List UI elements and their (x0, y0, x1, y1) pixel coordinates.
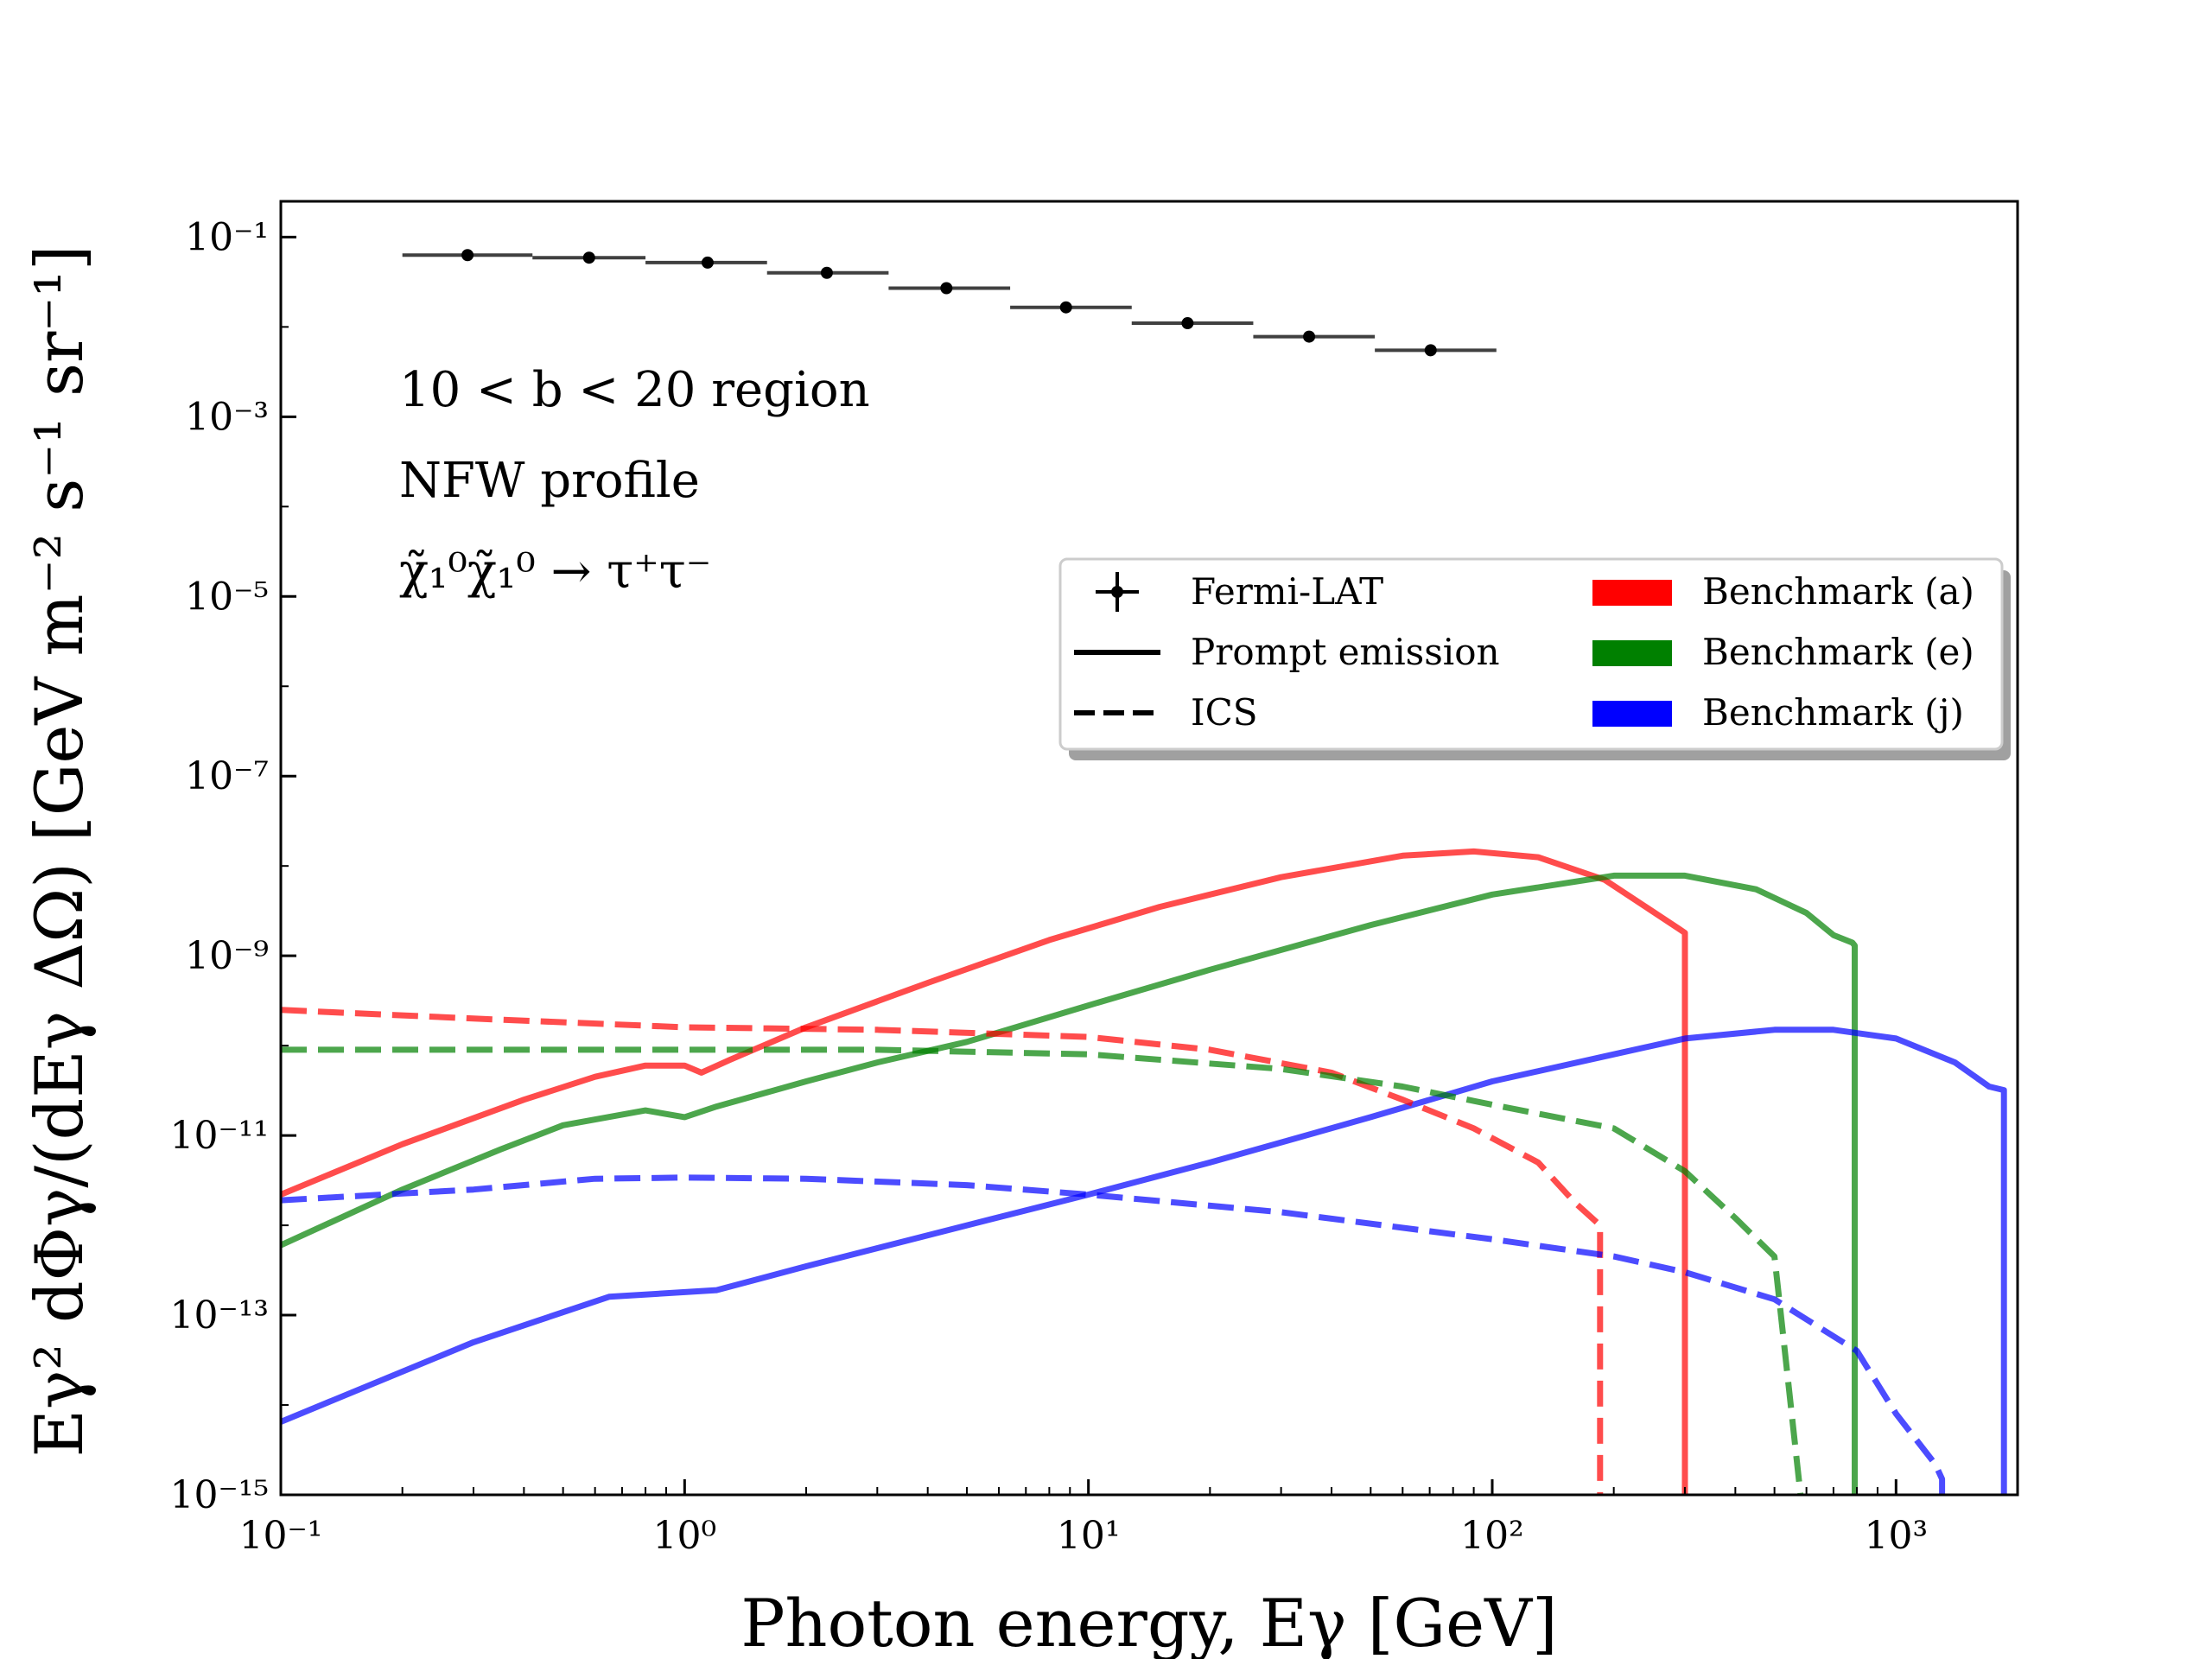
series-benchmark-a-ics (281, 1007, 1604, 1495)
legend-marker-fermi-lat (1096, 572, 1139, 612)
legend-label-ics: ICS (1191, 691, 1258, 734)
fermi-lat-point (1375, 344, 1497, 357)
x-tick-label: 10⁰ (653, 1514, 717, 1558)
y-tick-label: 10⁻¹ (185, 215, 269, 259)
fermi-lat-point (766, 266, 889, 279)
fermi-lat-point (1010, 301, 1132, 314)
y-tick-label: 10⁻⁷ (185, 754, 269, 798)
series-benchmark-a-prompt-emission (281, 848, 1688, 1495)
x-axis-label: Photon energy, Eγ [GeV] (741, 1585, 1557, 1659)
y-tick-label: 10⁻³ (185, 395, 269, 439)
annotation-region: 10 < b < 20 region (399, 362, 870, 418)
fermi-lat-point (1253, 330, 1376, 343)
fermi-lat-point (532, 251, 646, 264)
y-tick-label: 10⁻¹⁵ (170, 1473, 270, 1517)
x-tick-label: 10⁻¹ (239, 1514, 323, 1558)
plot-frame (279, 200, 2019, 1497)
series-benchmark-e-ics (281, 1046, 1804, 1495)
y-tick-label: 10⁻¹¹ (170, 1114, 270, 1158)
plot-background (281, 201, 2018, 1495)
series-benchmark-j-prompt-emission (281, 1027, 2007, 1495)
axis-ticks: 10⁻¹ 10⁰ 10¹ 10² 10³ 10⁻¹ 10⁻³ 10⁻⁵ 10⁻⁷ 10⁻⁹ 10⁻¹… (170, 215, 2018, 1558)
legend-patch-benchmark-e (1592, 640, 1672, 666)
fermi-lat-point (402, 249, 533, 262)
annotation-profile: NFW profile (399, 453, 700, 509)
series-benchmark-e-prompt-emission (281, 872, 1858, 1495)
fermi-lat-point (888, 282, 1011, 295)
legend-patch-benchmark-j (1592, 701, 1672, 727)
y-tick-label: 10⁻¹³ (170, 1294, 270, 1338)
legend-patch-benchmark-a (1592, 580, 1672, 606)
legend-label-prompt: Prompt emission (1191, 631, 1500, 673)
annotation-channel: χ̃₁⁰χ̃₁⁰ → τ⁺τ⁻ (399, 543, 711, 600)
y-axis-label: Eγ² dΦγ/(dEγ ΔΩ) [GeV m⁻² s⁻¹ sr⁻¹] (21, 245, 98, 1457)
x-tick-label: 10¹ (1057, 1514, 1121, 1558)
legend-box (1058, 557, 2004, 751)
fermi-lat-point (1131, 317, 1254, 330)
fermi-lat-points (402, 249, 1497, 357)
x-tick-label: 10² (1460, 1514, 1524, 1558)
legend-label-benchmark-e: Benchmark (e) (1702, 631, 1974, 673)
x-tick-label: 10³ (1864, 1514, 1928, 1558)
fermi-lat-point (645, 256, 767, 269)
y-tick-label: 10⁻⁵ (185, 575, 269, 619)
y-tick-label: 10⁻⁹ (185, 934, 269, 978)
legend: Fermi-LAT Prompt emission ICS Benchmark … (1058, 557, 2011, 760)
legend-label-fermi-lat: Fermi-LAT (1191, 570, 1383, 613)
legend-label-benchmark-j: Benchmark (j) (1702, 691, 1964, 734)
legend-label-benchmark-a: Benchmark (a) (1702, 570, 1974, 613)
series-benchmark-j-ics (281, 1174, 1946, 1495)
series-layer (281, 848, 2007, 1495)
